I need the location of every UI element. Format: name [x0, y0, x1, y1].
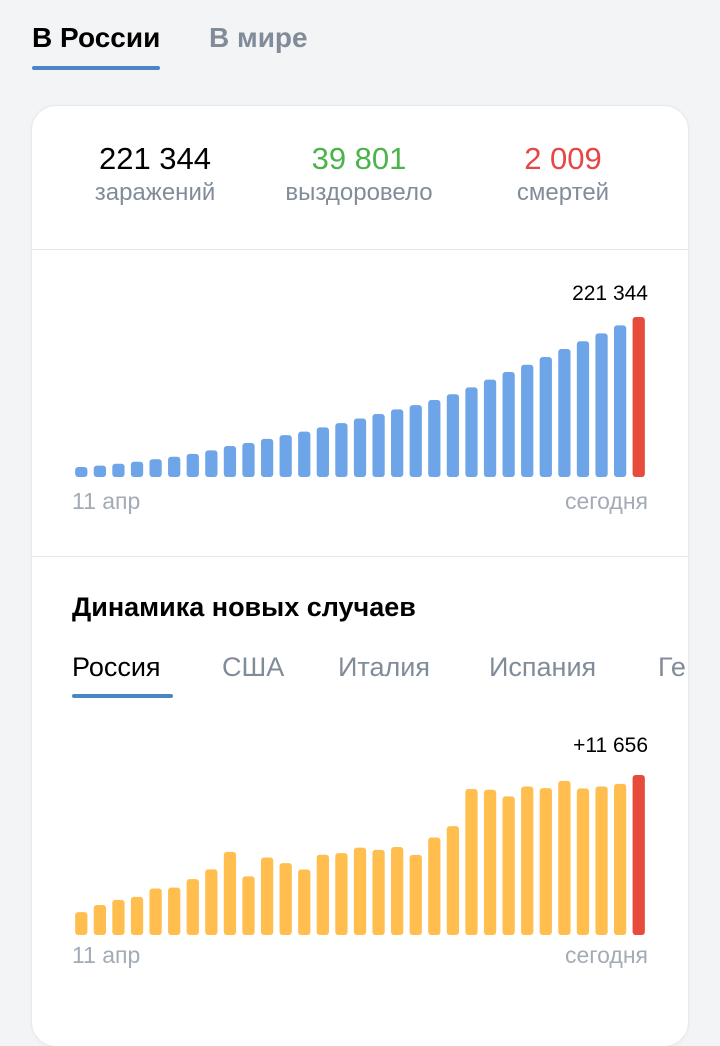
bar [223, 446, 237, 477]
bar [353, 418, 367, 477]
chart-top-value: +11 656 [573, 734, 648, 757]
section-divider [32, 556, 688, 557]
bar [521, 364, 534, 477]
bar [558, 348, 571, 477]
x-start-label: 11 апр [72, 488, 141, 514]
bar [279, 863, 292, 935]
bar [186, 879, 199, 935]
bar [149, 888, 162, 935]
tab-in-russia[interactable]: В России [32, 22, 161, 53]
country-tab-spain[interactable]: Испания [489, 652, 597, 682]
bar [168, 456, 181, 477]
x-end-label: сегодня [564, 942, 648, 968]
bar [316, 854, 329, 935]
bar [465, 387, 478, 477]
bar [576, 788, 590, 935]
bar [502, 371, 515, 477]
stat-recovered: 39 801 выздоровело [259, 140, 459, 208]
bar [428, 400, 441, 477]
bar [335, 423, 348, 477]
bar [298, 431, 311, 477]
bar [446, 826, 460, 935]
bar [149, 459, 162, 477]
bar [446, 394, 460, 477]
bar [372, 414, 385, 477]
tab-in-world[interactable]: В мире [209, 22, 308, 53]
bar [242, 876, 255, 935]
bar [112, 463, 125, 477]
region-tabs: В России В мире [0, 0, 720, 100]
bar [391, 409, 404, 477]
active-tab-indicator [32, 66, 160, 70]
bar [298, 869, 311, 935]
recovered-count: 39 801 [311, 141, 407, 176]
deaths-label: смертей [516, 179, 610, 206]
bar [372, 849, 385, 935]
bar [205, 869, 218, 935]
bar [279, 435, 292, 477]
bar [521, 786, 534, 935]
bar [391, 847, 404, 935]
bar-today [632, 317, 645, 477]
chart-top-value: 221 344 [572, 282, 648, 305]
bar [353, 847, 367, 935]
bar [130, 461, 144, 477]
daily-bars [75, 775, 645, 935]
country-tab-indicator [72, 694, 173, 698]
cumulative-bars [75, 317, 645, 477]
bar [316, 427, 329, 477]
bar [205, 450, 218, 477]
stat-deaths: 2 009 смертей [463, 140, 663, 208]
x-end-label: сегодня [564, 488, 648, 514]
bar [614, 783, 627, 935]
bar [168, 887, 181, 935]
bar [75, 467, 88, 477]
x-start-label: 11 апр [72, 942, 141, 968]
infected-label: заражений [94, 179, 216, 206]
cumulative-cases-chart: 221 344 11 апр сегодня [32, 250, 688, 556]
bar [409, 854, 422, 935]
deaths-count: 2 009 [524, 141, 602, 176]
bar [112, 899, 125, 935]
section-title: Динамика новых случаев [72, 592, 416, 622]
stats-card: 221 344 заражений 39 801 выздоровело 2 0… [32, 106, 688, 1046]
bar-today [632, 775, 645, 935]
bar [242, 442, 255, 477]
infected-count: 221 344 [98, 141, 212, 176]
bar [576, 341, 590, 477]
country-tab-russia[interactable]: Россия [72, 652, 161, 682]
country-tab-germany[interactable]: Ге [658, 652, 686, 682]
bar [539, 357, 552, 477]
bar [75, 912, 88, 935]
stat-infected: 221 344 заражений [55, 140, 255, 208]
bar [595, 333, 608, 477]
bar [260, 438, 274, 477]
bar [595, 786, 608, 935]
country-tabs: Россия США Италия Испания Ге [32, 646, 688, 706]
bar [539, 788, 552, 935]
recovered-label: выздоровело [285, 179, 433, 206]
bar [428, 837, 441, 935]
bar [483, 379, 497, 477]
bar [223, 851, 237, 935]
bar [409, 405, 422, 477]
bar [502, 796, 515, 935]
bar [465, 789, 478, 935]
bar [614, 325, 627, 477]
bar [260, 857, 274, 935]
bar [93, 904, 106, 935]
bar [186, 453, 199, 477]
bar [130, 896, 144, 935]
bar [93, 465, 106, 477]
country-tab-italy[interactable]: Италия [338, 652, 430, 682]
bar [558, 780, 571, 935]
bar [335, 853, 348, 935]
daily-cases-chart: +11 656 11 апр сегодня [32, 706, 688, 1006]
summary-stats: 221 344 заражений 39 801 выздоровело 2 0… [32, 106, 688, 250]
country-tab-usa[interactable]: США [222, 652, 285, 682]
bar [483, 789, 497, 935]
